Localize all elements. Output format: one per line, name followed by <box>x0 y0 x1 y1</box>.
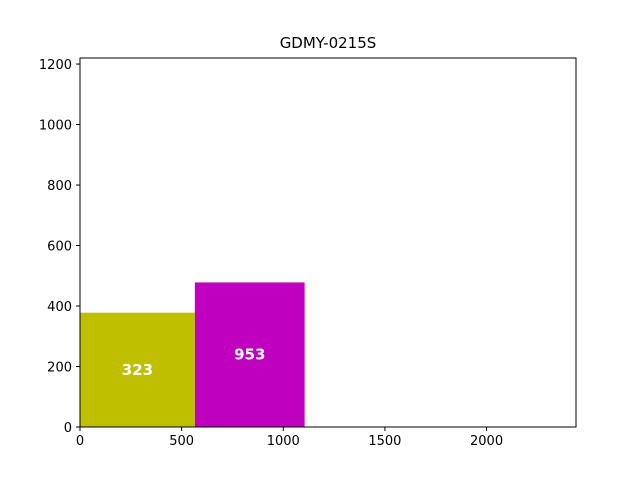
plot-frame <box>79 57 577 428</box>
x-tick-label: 1500 <box>368 434 401 449</box>
bar-953 <box>194 282 305 427</box>
x-tick-label: 0 <box>76 434 84 449</box>
y-tick-label: 1200 <box>39 58 72 73</box>
bar-323 <box>80 312 195 427</box>
y-tick-label: 0 <box>64 421 72 436</box>
y-tick-label: 800 <box>47 179 72 194</box>
y-axis: 0 200 400 600 800 1000 1200 <box>39 58 80 436</box>
bars-layer <box>80 282 305 427</box>
y-tick-label: 400 <box>47 300 72 315</box>
y-tick-label: 600 <box>47 240 72 255</box>
bar-labels-layer: 323 953 <box>122 346 266 379</box>
x-tick-label: 2000 <box>470 434 503 449</box>
y-tick-label: 200 <box>47 361 72 376</box>
bar-value-label: 953 <box>234 346 265 364</box>
bar-value-label: 323 <box>122 361 153 379</box>
chart-title: GDMY-0215S <box>280 34 377 52</box>
x-axis: 0 500 1000 1500 2000 <box>76 427 503 449</box>
y-tick-label: 1000 <box>39 119 72 134</box>
x-tick-label: 1000 <box>267 434 300 449</box>
x-tick-label: 500 <box>169 434 194 449</box>
